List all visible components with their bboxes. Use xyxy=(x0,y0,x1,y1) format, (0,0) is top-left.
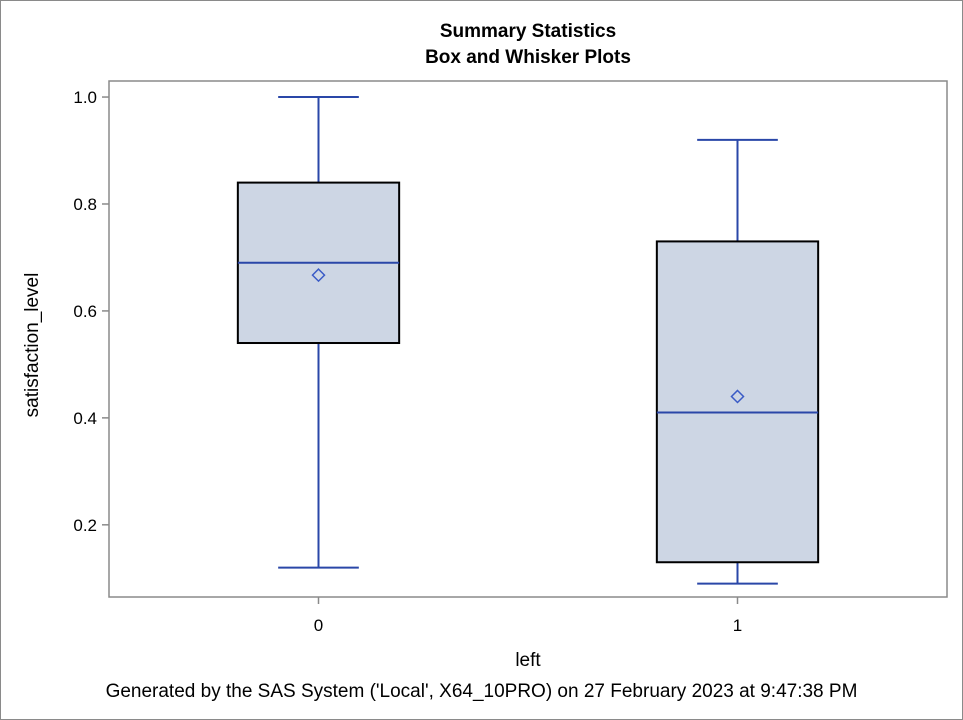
mean-marker xyxy=(311,268,326,283)
y-tick-label: 0.2 xyxy=(73,516,97,535)
y-axis: 0.2 0.4 0.6 0.8 1.0 xyxy=(73,88,109,535)
boxes-group xyxy=(236,96,820,585)
y-tick-label: 0.4 xyxy=(73,409,97,428)
plot-area xyxy=(108,80,948,598)
y-axis-label: satisfaction_level xyxy=(22,273,43,418)
box-1 xyxy=(655,138,820,585)
y-tick-label: 1.0 xyxy=(73,88,97,107)
chart-title: Summary Statistics xyxy=(440,21,616,42)
chart-subtitle: Box and Whisker Plots xyxy=(425,47,631,68)
y-tick-label: 0.6 xyxy=(73,302,97,321)
mean-marker xyxy=(730,389,745,404)
box-0 xyxy=(236,96,401,569)
x-tick-label: 1 xyxy=(733,616,742,635)
y-tick-label: 0.8 xyxy=(73,195,97,214)
footnote: Generated by the SAS System ('Local', X6… xyxy=(105,681,858,702)
x-tick-label: 0 xyxy=(314,616,323,635)
x-axis-label: left xyxy=(515,650,541,671)
